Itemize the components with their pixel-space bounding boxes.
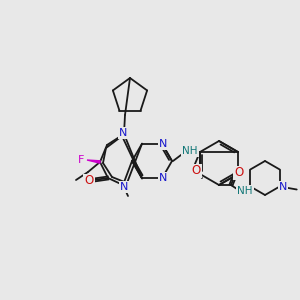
Text: N: N [119, 128, 127, 138]
Text: O: O [84, 175, 94, 188]
Polygon shape [87, 160, 100, 163]
Text: O: O [191, 164, 201, 178]
Text: O: O [234, 167, 244, 179]
Text: NH: NH [182, 146, 198, 156]
Text: N: N [120, 182, 128, 192]
Text: NH: NH [237, 186, 253, 196]
Text: N: N [159, 139, 167, 149]
Text: N: N [159, 173, 167, 183]
Text: N: N [278, 182, 287, 191]
Text: F: F [78, 155, 84, 165]
